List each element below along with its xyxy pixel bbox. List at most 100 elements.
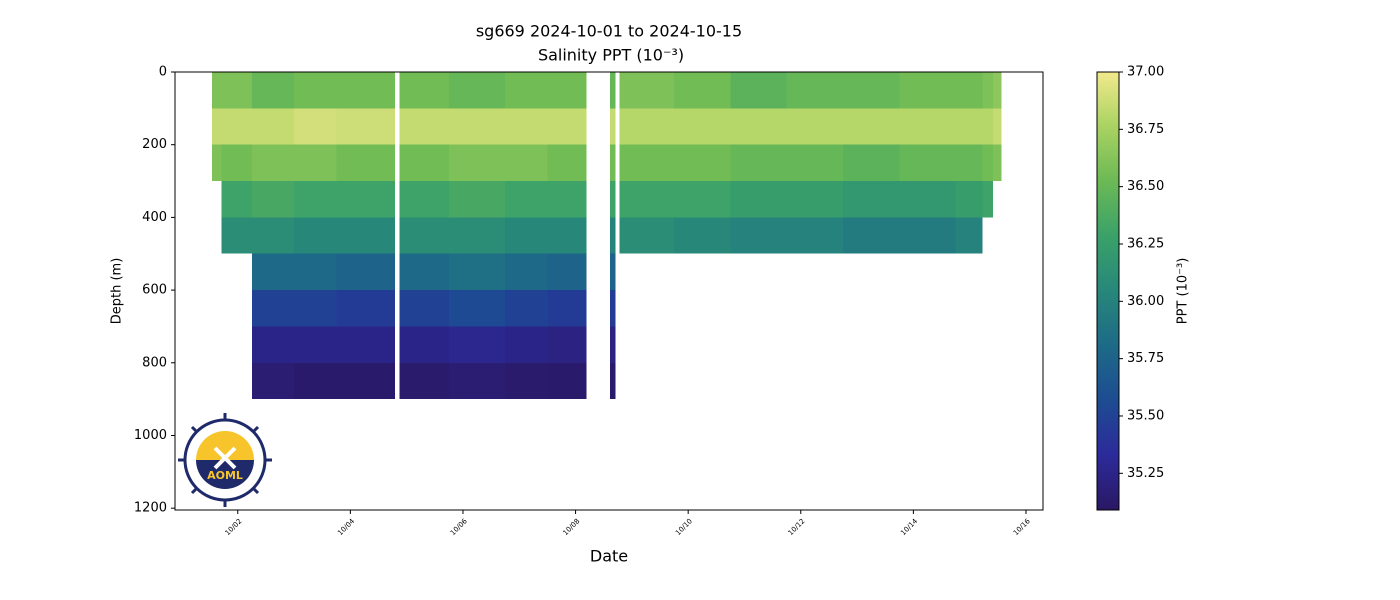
- y-tick-label: 1200: [134, 501, 167, 516]
- salinity-cell: [336, 362, 395, 400]
- salinity-cell: [843, 217, 900, 254]
- y-tick-label: 1000: [134, 428, 167, 443]
- salinity-cell: [448, 72, 506, 109]
- salinity-cell: [993, 144, 1002, 182]
- salinity-cell: [899, 108, 956, 145]
- salinity-cell: [619, 108, 675, 145]
- salinity-cell: [399, 108, 449, 145]
- salinity-cell: [251, 326, 295, 363]
- salinity-cell: [609, 326, 616, 363]
- salinity-cell: [251, 108, 295, 145]
- salinity-cell: [251, 181, 295, 218]
- salinity-cell: [211, 72, 222, 109]
- salinity-cell: [336, 253, 395, 291]
- salinity-cell: [982, 72, 994, 109]
- salinity-cell: [448, 326, 506, 363]
- salinity-cell: [505, 144, 548, 182]
- salinity-cell: [294, 108, 337, 145]
- salinity-cell: [955, 217, 983, 254]
- salinity-cell: [505, 290, 548, 327]
- salinity-cell: [547, 72, 587, 109]
- salinity-cell: [294, 72, 337, 109]
- x-tick-label: 10/06: [449, 517, 469, 537]
- salinity-cell: [730, 144, 787, 182]
- colorbar-tick-label: 36.75: [1127, 122, 1164, 137]
- x-tick-label: 10/08: [561, 517, 581, 537]
- salinity-cell: [547, 217, 587, 254]
- salinity-cell: [399, 181, 449, 218]
- logo: AOML: [178, 413, 272, 507]
- salinity-cell: [619, 217, 675, 254]
- salinity-cell: [547, 144, 587, 182]
- salinity-cell: [730, 72, 787, 109]
- x-axis-label: Date: [590, 547, 628, 566]
- salinity-cell: [547, 181, 587, 218]
- x-tick-label: 10/12: [787, 517, 807, 537]
- salinity-cell: [609, 108, 616, 145]
- salinity-cell: [619, 144, 675, 182]
- salinity-cell: [547, 290, 587, 327]
- colorbar-tick-label: 36.25: [1127, 236, 1164, 251]
- salinity-cell: [336, 72, 395, 109]
- salinity-cell: [786, 181, 844, 218]
- logo-tools: [213, 446, 237, 470]
- salinity-cell: [251, 290, 295, 327]
- x-tick-label: 10/04: [336, 517, 356, 537]
- salinity-cell: [899, 144, 956, 182]
- salinity-cell: [448, 253, 506, 291]
- salinity-cell: [221, 217, 252, 254]
- salinity-cell: [399, 290, 449, 327]
- salinity-cell: [609, 290, 616, 327]
- salinity-cell: [786, 144, 844, 182]
- x-tick-label: 10/02: [224, 517, 244, 537]
- salinity-cell: [505, 253, 548, 291]
- salinity-cell: [619, 72, 675, 109]
- salinity-cell: [547, 362, 587, 400]
- salinity-cell: [336, 217, 395, 254]
- salinity-cell: [448, 362, 506, 400]
- salinity-cell: [982, 181, 994, 218]
- y-tick-label: 400: [142, 210, 167, 225]
- salinity-cell: [221, 72, 252, 109]
- chart-title: sg669 2024-10-01 to 2024-10-15: [476, 22, 742, 41]
- salinity-cell: [336, 108, 395, 145]
- salinity-cell: [221, 144, 252, 182]
- colorbar: [1096, 71, 1120, 511]
- salinity-cell: [448, 144, 506, 182]
- salinity-cell: [993, 108, 1002, 145]
- salinity-cell: [982, 144, 994, 182]
- x-tick-label: 10/14: [899, 517, 919, 537]
- salinity-cell: [730, 217, 787, 254]
- salinity-cell: [251, 362, 295, 400]
- salinity-cell: [843, 181, 900, 218]
- plot-area: [211, 72, 1002, 400]
- salinity-cell: [448, 108, 506, 145]
- salinity-cell: [294, 181, 337, 218]
- salinity-cell: [211, 144, 222, 182]
- salinity-cell: [448, 217, 506, 254]
- salinity-cell: [399, 144, 449, 182]
- y-tick-label: 200: [142, 137, 167, 152]
- logo-sun: [196, 431, 254, 460]
- salinity-cell: [674, 72, 731, 109]
- colorbar-tick-label: 37.00: [1127, 65, 1164, 80]
- colorbar-tick-label: 36.00: [1127, 294, 1164, 309]
- salinity-cell: [547, 253, 587, 291]
- salinity-cell: [505, 362, 548, 400]
- salinity-cell: [609, 217, 616, 254]
- salinity-cell: [505, 181, 548, 218]
- salinity-cell: [674, 181, 731, 218]
- y-tick-label: 800: [142, 355, 167, 370]
- salinity-cell: [619, 181, 675, 218]
- salinity-cell: [399, 253, 449, 291]
- logo-text: AOML: [207, 469, 243, 482]
- salinity-cell: [955, 144, 983, 182]
- colorbar-tick-label: 36.50: [1127, 179, 1164, 194]
- y-tick-label: 600: [142, 283, 167, 298]
- salinity-cell: [294, 290, 337, 327]
- salinity-cell: [674, 108, 731, 145]
- salinity-cell: [547, 326, 587, 363]
- y-tick-label: 0: [159, 65, 167, 80]
- colorbar-tick-label: 35.25: [1127, 466, 1164, 481]
- salinity-cell: [251, 253, 295, 291]
